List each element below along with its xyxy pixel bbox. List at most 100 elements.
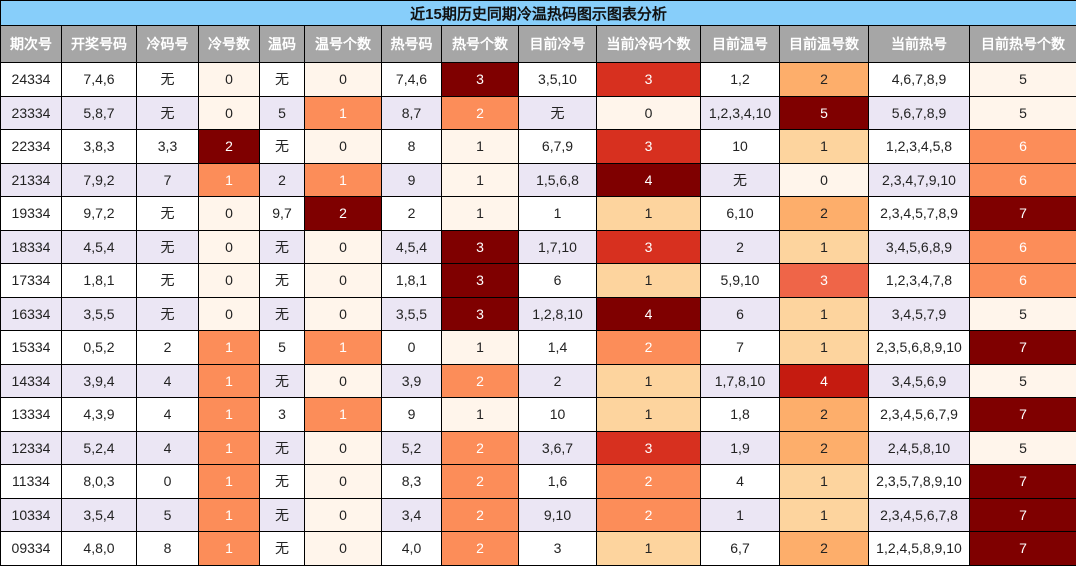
table-cell: 6 (700, 296, 780, 331)
heat-count-cell: 5 (969, 62, 1076, 97)
heat-count-cell: 0 (304, 531, 382, 566)
table-cell: 无 (259, 263, 305, 298)
issue-number-cell: 18334 (0, 229, 62, 264)
table-cell: 3,5,10 (518, 62, 597, 97)
heat-count-cell: 1 (779, 497, 869, 532)
issue-number-cell: 17334 (0, 263, 62, 298)
heat-count-cell: 3 (441, 229, 519, 264)
table-cell: 6,7 (700, 531, 780, 566)
table-cell: 1,8,1 (61, 263, 137, 298)
table-cell: 7 (700, 330, 780, 365)
heat-count-cell: 1 (596, 263, 701, 298)
table-cell: 1,2 (700, 62, 780, 97)
column-header: 当前热号 (868, 25, 970, 63)
heat-count-cell: 1 (304, 95, 382, 130)
heat-count-cell: 6 (969, 263, 1076, 298)
table-cell: 1,6 (518, 464, 597, 499)
table-row: 12334 5,2,4 4 1 无 0 5,2 2 3,6,7 3 1,9 2 2,4,5,8,10 5 (0, 430, 1076, 465)
table-cell: 8 (136, 531, 199, 566)
heat-count-cell: 3 (779, 263, 869, 298)
heat-count-cell: 0 (198, 95, 260, 130)
table-cell: 2 (136, 330, 199, 365)
table-row: 11334 8,0,3 0 1 无 0 8,3 2 1,6 2 4 1 2,3,5,7,8,9,10 7 (0, 464, 1076, 499)
heat-count-cell: 7 (969, 397, 1076, 432)
table-cell: 无 (518, 95, 597, 130)
issue-number-cell: 12334 (0, 430, 62, 465)
table-cell: 2,3,4,5,7,8,9 (868, 196, 970, 231)
table-cell: 4,5,4 (61, 229, 137, 264)
table-row: 22334 3,8,3 3,3 2 无 0 8 1 6,7,9 3 10 1 1,2,3,4,5,8 6 (0, 129, 1076, 164)
heat-count-cell: 1 (596, 196, 701, 231)
table-row: 13334 4,3,9 4 1 3 1 9 1 10 1 1,8 2 2,3,4,5,6,7,9 7 (0, 397, 1076, 432)
table-cell: 3,4,5,7,9 (868, 296, 970, 331)
table-cell: 1,8 (700, 397, 780, 432)
heat-count-cell: 1 (596, 531, 701, 566)
heat-count-cell: 2 (779, 397, 869, 432)
table-row: 17334 1,8,1 无 0 无 0 1,8,1 3 6 1 5,9,10 3 1,2,3,4,7,8… (0, 263, 1076, 298)
table-cell: 1,5,6,8 (518, 162, 597, 197)
table-cell: 无 (136, 229, 199, 264)
table-cell: 无 (700, 162, 780, 197)
heat-count-cell: 0 (304, 296, 382, 331)
heat-count-cell: 3 (441, 296, 519, 331)
table-cell: 3,5,5 (61, 296, 137, 331)
table-cell: 6,10 (700, 196, 780, 231)
heat-count-cell: 0 (198, 229, 260, 264)
table-cell: 0,5,2 (61, 330, 137, 365)
heat-count-cell: 1 (779, 330, 869, 365)
table-cell: 6,7,9 (518, 129, 597, 164)
table-cell: 4,3,9 (61, 397, 137, 432)
table-cell: 2,3,4,5,6,7,8 (868, 497, 970, 532)
heat-count-cell: 4 (779, 363, 869, 398)
table-cell: 无 (259, 229, 305, 264)
heat-count-cell: 1 (441, 196, 519, 231)
heat-count-cell: 1 (779, 229, 869, 264)
heat-count-cell: 0 (304, 430, 382, 465)
table-cell: 1 (518, 196, 597, 231)
table-row: 19334 9,7,2 无 0 9,7 2 2 1 1 1 6,10 2 2,3,4,5,7,8,9 7 (0, 196, 1076, 231)
heat-count-cell: 7 (969, 497, 1076, 532)
table-row: 10334 3,5,4 5 1 无 0 3,4 2 9,10 2 1 1 2,3,4,5,6,7,8 7 (0, 497, 1076, 532)
issue-number-cell: 15334 (0, 330, 62, 365)
table-cell: 1,7,10 (518, 229, 597, 264)
issue-number-cell: 14334 (0, 363, 62, 398)
issue-number-cell: 11334 (0, 464, 62, 499)
heat-count-cell: 6 (969, 162, 1076, 197)
table-cell: 4,0 (381, 531, 442, 566)
heat-count-cell: 1 (441, 397, 519, 432)
table-cell: 无 (259, 430, 305, 465)
heat-count-cell: 3 (596, 430, 701, 465)
table-cell: 0 (381, 330, 442, 365)
table-cell: 2 (381, 196, 442, 231)
table-cell: 4 (136, 430, 199, 465)
column-header: 温号个数 (304, 25, 382, 63)
table-cell: 无 (259, 296, 305, 331)
heat-count-cell: 0 (304, 62, 382, 97)
table-cell: 无 (259, 363, 305, 398)
heat-count-cell: 3 (441, 263, 519, 298)
heat-count-cell: 5 (969, 95, 1076, 130)
table-cell: 2,3,5,7,8,9,10 (868, 464, 970, 499)
issue-number-cell: 09334 (0, 531, 62, 566)
heat-count-cell: 0 (198, 196, 260, 231)
table-cell: 3,9 (381, 363, 442, 398)
heat-count-cell: 2 (441, 95, 519, 130)
table-body: 24334 7,4,6 无 0 无 0 7,4,6 3 3,5,10 3 1,2 2 4,6,7,8,9… (0, 62, 1076, 566)
heat-count-cell: 3 (596, 229, 701, 264)
heat-count-cell: 1 (198, 430, 260, 465)
table-cell: 4,8,0 (61, 531, 137, 566)
heat-count-cell: 3 (596, 62, 701, 97)
table-cell: 无 (259, 129, 305, 164)
table-cell: 1,2,8,10 (518, 296, 597, 331)
heat-count-cell: 6 (969, 229, 1076, 264)
table-cell: 无 (136, 62, 199, 97)
heat-count-cell: 0 (304, 129, 382, 164)
table-cell: 0 (136, 464, 199, 499)
table-cell: 5 (136, 497, 199, 532)
heat-count-cell: 4 (596, 296, 701, 331)
column-header: 开奖号码 (61, 25, 137, 63)
heat-count-cell: 5 (969, 363, 1076, 398)
table-cell: 1,2,4,5,8,9,10 (868, 531, 970, 566)
column-header: 目前温号 (700, 25, 780, 63)
table-cell: 3,4,5,6,9 (868, 363, 970, 398)
